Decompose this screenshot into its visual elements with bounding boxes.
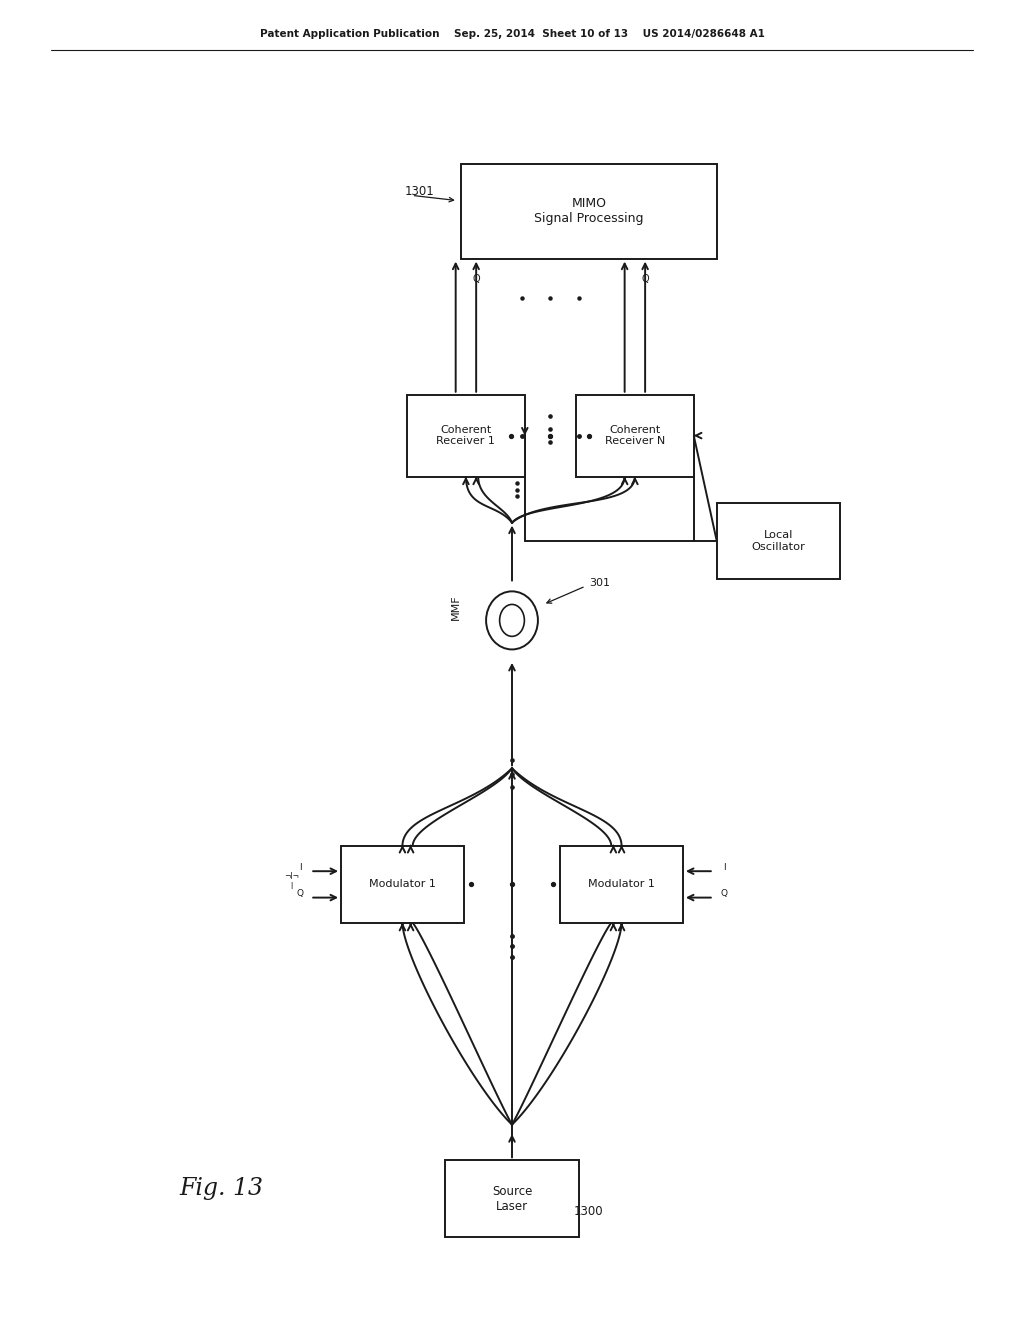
- FancyBboxPatch shape: [408, 395, 525, 477]
- Text: Local
Oscillator: Local Oscillator: [752, 531, 805, 552]
- Text: Q: Q: [297, 890, 303, 898]
- FancyBboxPatch shape: [717, 503, 840, 579]
- Text: 1300: 1300: [573, 1205, 603, 1218]
- Text: Q: Q: [472, 273, 480, 284]
- Text: Q: Q: [721, 890, 727, 898]
- Text: Source
Laser: Source Laser: [492, 1184, 532, 1213]
- Text: I: I: [624, 273, 626, 284]
- Text: Fig. 13: Fig. 13: [179, 1176, 263, 1200]
- FancyBboxPatch shape: [575, 395, 694, 477]
- Text: Modulator 1: Modulator 1: [588, 879, 655, 890]
- FancyBboxPatch shape: [341, 846, 464, 923]
- Text: MMF: MMF: [451, 594, 461, 620]
- Text: I: I: [455, 273, 457, 284]
- Text: Patent Application Publication    Sep. 25, 2014  Sheet 10 of 13    US 2014/02866: Patent Application Publication Sep. 25, …: [259, 29, 765, 40]
- Text: 301: 301: [589, 578, 610, 589]
- FancyBboxPatch shape: [461, 164, 717, 259]
- FancyBboxPatch shape: [445, 1160, 579, 1237]
- Text: ¬I¬
I: ¬I¬ I: [285, 873, 299, 891]
- FancyBboxPatch shape: [560, 846, 683, 923]
- Text: MIMO
Signal Processing: MIMO Signal Processing: [535, 197, 643, 226]
- Text: Modulator 1: Modulator 1: [369, 879, 436, 890]
- Text: Coherent
Receiver N: Coherent Receiver N: [605, 425, 665, 446]
- Text: Coherent
Receiver 1: Coherent Receiver 1: [436, 425, 496, 446]
- Text: Q: Q: [641, 273, 649, 284]
- Text: 1301: 1301: [404, 185, 434, 198]
- Text: I: I: [299, 863, 301, 871]
- Text: I: I: [723, 863, 725, 871]
